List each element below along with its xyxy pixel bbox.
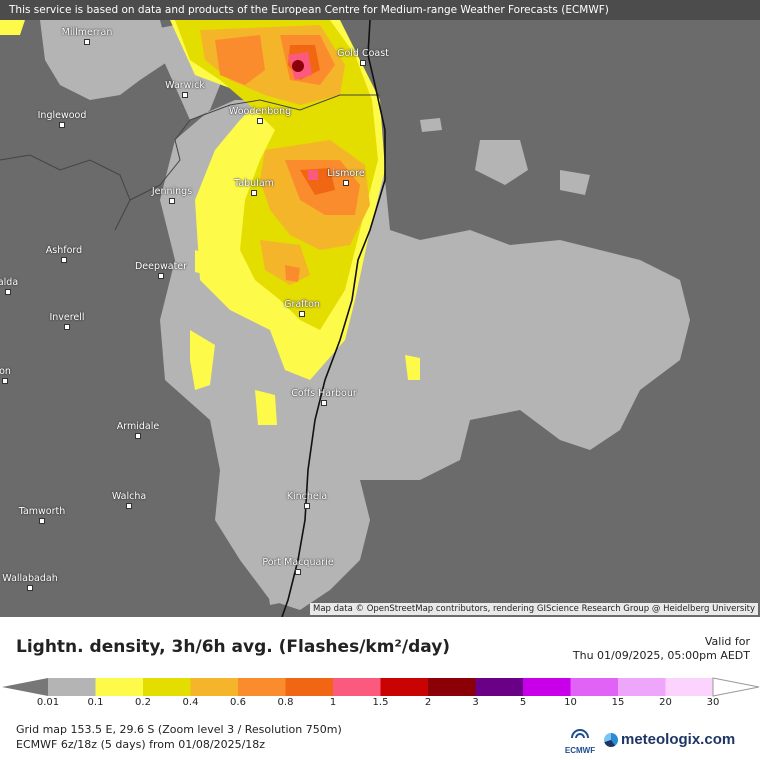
ecmwf-logo-text: ECMWF xyxy=(564,746,596,755)
city-label: Millmerran xyxy=(61,27,113,38)
city-marker xyxy=(84,39,90,45)
grid-info: Grid map 153.5 E, 29.6 S (Zoom level 3 /… xyxy=(16,723,342,736)
city-label: Port Macquarie xyxy=(262,557,334,568)
meteologix-logo-text: meteologix.com xyxy=(621,731,736,748)
legend-panel: Lightn. density, 3h/6h avg. (Flashes/km²… xyxy=(0,617,760,760)
scale-swatch xyxy=(143,678,191,696)
scale-swatch xyxy=(570,678,618,696)
lightning-density-2-areas xyxy=(292,60,304,72)
city-label: Ashford xyxy=(45,245,83,256)
city-label: Deepwater xyxy=(134,261,188,272)
scale-swatch xyxy=(95,678,143,696)
scale-swatch xyxy=(48,678,96,696)
city-marker xyxy=(257,118,263,124)
city-marker xyxy=(321,400,327,406)
scale-swatch xyxy=(475,678,523,696)
scale-swatch xyxy=(428,678,476,696)
scale-tick-label: 10 xyxy=(564,697,577,708)
meteologix-globe-icon xyxy=(604,732,618,747)
city-label: Armidale xyxy=(116,421,160,432)
legend-title: Lightn. density, 3h/6h avg. (Flashes/km²… xyxy=(16,637,451,657)
city-label: Inverell xyxy=(49,312,85,323)
ecmwf-logo: ECMWF xyxy=(560,727,600,755)
ecmwf-attribution: This service is based on data and produc… xyxy=(0,0,760,20)
city-label: alda xyxy=(0,277,19,288)
city-marker xyxy=(61,257,67,263)
city-label: Wallabadah xyxy=(2,573,58,584)
city-marker xyxy=(2,378,8,384)
scale-swatch xyxy=(238,678,286,696)
scale-swatch xyxy=(285,678,333,696)
model-run-info: ECMWF 6z/18z (5 days) from 01/08/2025/18… xyxy=(16,738,266,751)
city-label: Gold Coast xyxy=(337,48,389,59)
city-marker xyxy=(59,122,65,128)
city-label: Warwick xyxy=(165,80,205,91)
scale-tick-label: 30 xyxy=(706,697,720,708)
city-label: Coffs Harbour xyxy=(291,388,357,399)
scale-tick-label: 0.8 xyxy=(277,697,294,708)
osm-attribution[interactable]: Map data © OpenStreetMap contributors, r… xyxy=(310,603,758,615)
city-marker xyxy=(299,311,305,317)
city-label: on xyxy=(0,366,11,377)
scale-tick-label: 1.5 xyxy=(372,697,389,708)
city-label: Lismore xyxy=(327,168,365,179)
color-scale-bar xyxy=(2,677,760,697)
state-border xyxy=(0,94,380,231)
map-canvas xyxy=(0,19,690,617)
meteologix-logo[interactable]: meteologix.com xyxy=(604,731,735,748)
city-marker xyxy=(304,503,310,509)
scale-tick-label: 0.6 xyxy=(230,697,246,708)
city-label: Walcha xyxy=(111,491,147,502)
scale-tick-label: 15 xyxy=(611,697,625,708)
valid-for-label: Valid for xyxy=(704,635,750,648)
scale-tick-label: 20 xyxy=(659,697,672,708)
scale-tick-label: 2 xyxy=(424,697,432,708)
city-marker xyxy=(27,585,33,591)
city-marker xyxy=(251,190,257,196)
scale-tick-label: 0.2 xyxy=(135,697,151,708)
city-label: Kinchela xyxy=(286,491,328,502)
city-label: Tamworth xyxy=(18,506,66,517)
scale-tick-label: 0.1 xyxy=(87,697,104,708)
scale-tick-label: 0.4 xyxy=(182,697,199,708)
scale-swatch xyxy=(618,678,666,696)
city-label: Tabulam xyxy=(234,178,274,189)
city-marker xyxy=(135,433,141,439)
scale-swatch xyxy=(380,678,428,696)
scale-tick-label: 0.01 xyxy=(36,697,60,708)
scale-arrow-low xyxy=(2,678,48,696)
city-marker xyxy=(39,518,45,524)
scale-tick-label: 3 xyxy=(472,697,479,708)
scale-tick-label: 5 xyxy=(519,697,527,708)
city-marker xyxy=(169,198,175,204)
forecast-map[interactable]: This service is based on data and produc… xyxy=(0,0,760,617)
city-label: Inglewood xyxy=(37,110,87,121)
city-label: Jennings xyxy=(151,186,193,197)
city-marker xyxy=(295,569,301,575)
city-label: Woodenbong xyxy=(228,106,292,117)
scale-arrow-high xyxy=(712,677,760,697)
scale-tick-label: 1 xyxy=(329,697,337,708)
city-marker xyxy=(158,273,164,279)
scale-swatch xyxy=(333,678,381,696)
city-marker xyxy=(5,289,11,295)
scale-swatch xyxy=(523,678,571,696)
scale-swatch xyxy=(190,678,238,696)
coastline xyxy=(281,19,386,617)
city-marker xyxy=(343,180,349,186)
valid-time: Thu 01/09/2025, 05:00pm AEDT xyxy=(572,649,750,662)
city-marker xyxy=(126,503,132,509)
ecmwf-logo-icon xyxy=(571,729,589,739)
city-label: Grafton xyxy=(284,299,320,310)
city-marker xyxy=(360,60,366,66)
city-marker xyxy=(182,92,188,98)
scale-swatch xyxy=(665,678,713,696)
city-marker xyxy=(64,324,70,330)
